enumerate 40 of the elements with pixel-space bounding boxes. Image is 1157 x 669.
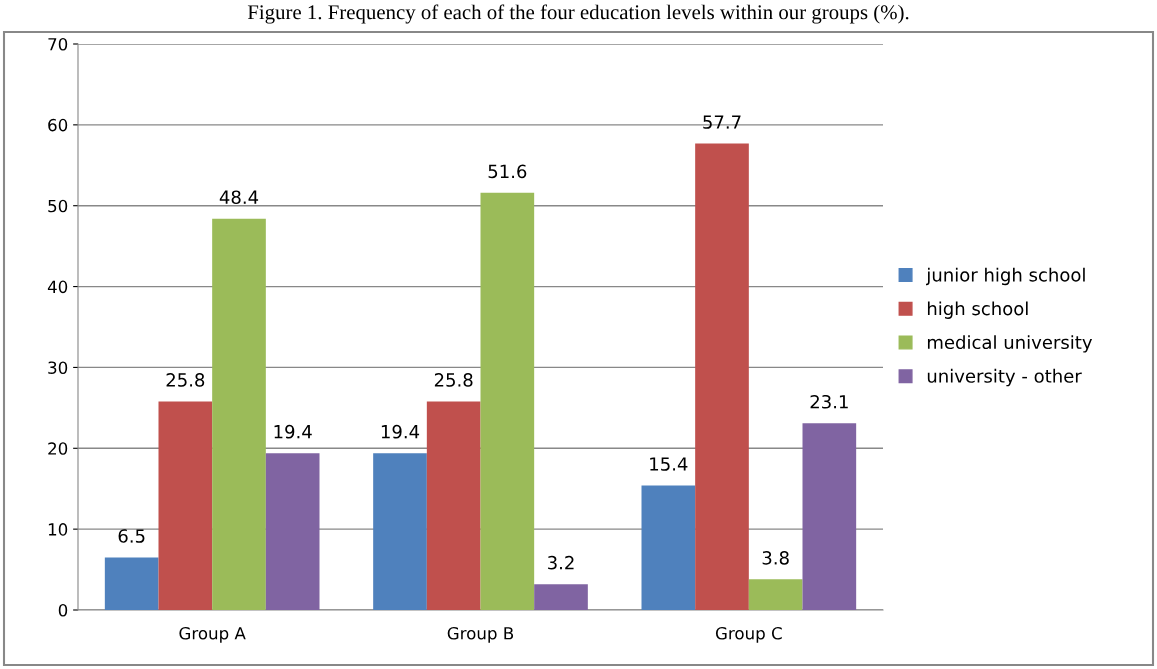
legend-label: medical university [927,335,1093,353]
bar [802,423,857,610]
bar [265,453,320,610]
data-label: 3.2 [548,555,574,570]
x-tick-label: Group C [715,626,782,643]
x-tick-label: Group B [447,626,514,643]
y-tick-label: 10 [48,523,68,536]
bar [426,401,481,610]
y-tick-label: 0 [58,603,68,617]
x-tick-label: Group A [179,626,246,643]
data-label: 25.8 [434,373,473,387]
legend-label: high school [927,301,1028,319]
y-tick-label: 40 [47,280,68,294]
bar [695,143,749,610]
data-label: 19.4 [274,424,312,439]
data-label: 57.7 [703,115,741,129]
bar [641,485,696,610]
bar [158,401,213,610]
data-label: 51.6 [488,164,527,179]
bar [480,192,535,610]
chart-title: Figure 1. Frequency of each of the four education levels within our groups (%). [247,4,909,24]
data-label: 15.4 [650,457,688,471]
y-tick-label: 30 [48,361,68,374]
data-label: 19.4 [381,424,420,439]
legend-label: university - other [927,368,1082,387]
y-tick-label: 50 [48,199,68,213]
data-label: 3.8 [762,551,789,565]
data-label: 48.4 [219,190,259,205]
y-tick-label: 20 [48,442,68,455]
bar [104,557,159,610]
bar [534,584,588,610]
bar [212,218,266,610]
data-label: 25.8 [166,373,205,387]
y-tick-label: 70 [48,37,68,51]
bar [373,453,427,610]
bar [748,579,803,610]
data-label: 23.1 [810,394,848,409]
data-label: 6.5 [118,529,145,543]
legend-label: junior high school [926,267,1085,286]
y-tick-label: 60 [48,118,68,132]
